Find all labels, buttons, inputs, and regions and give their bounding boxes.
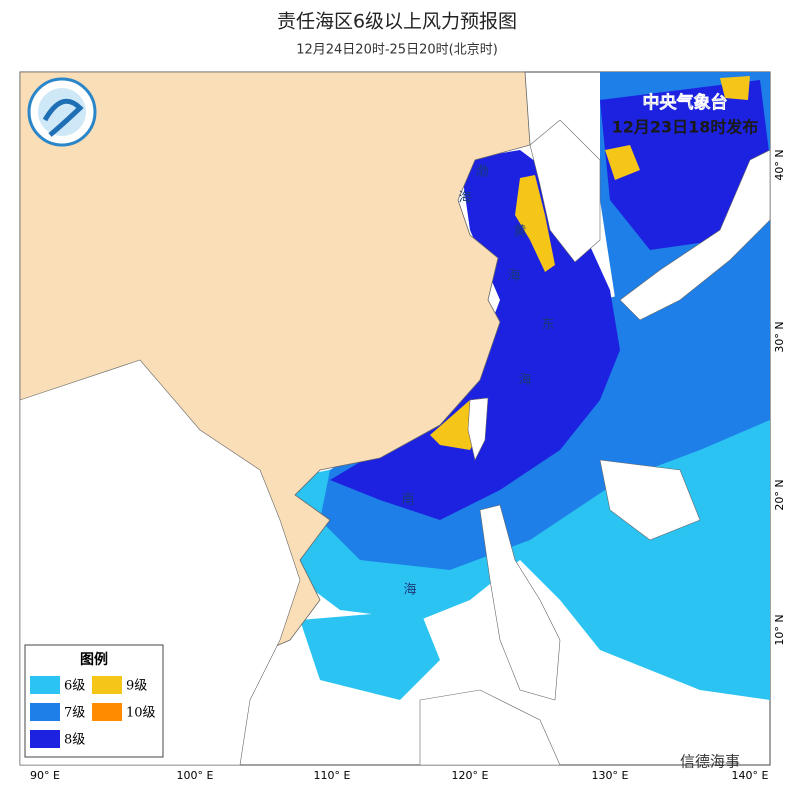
legend-swatch — [92, 703, 122, 721]
longitude-label: 110° E — [314, 769, 351, 782]
legend-label: 8级 — [64, 733, 85, 748]
longitude-label: 100° E — [177, 769, 214, 782]
title: 责任海区6级以上风力预报图 — [277, 11, 517, 33]
legend-swatch — [30, 730, 60, 748]
legend-label: 10级 — [126, 706, 156, 721]
latitude-label: 30° N — [773, 321, 786, 352]
legend-label: 9级 — [126, 679, 147, 694]
sea-name: 黄 — [513, 225, 526, 240]
legend-swatch — [92, 676, 122, 694]
logo — [27, 77, 97, 147]
longitude-label: 140° E — [732, 769, 769, 782]
legend-title: 图例 — [80, 651, 108, 668]
latitude-label: 20° N — [773, 479, 786, 510]
map-frame — [19, 71, 771, 766]
sea-name: 海 — [518, 373, 531, 388]
legend-swatch — [30, 703, 60, 721]
longitude-label: 120° E — [452, 769, 489, 782]
sea-name: 渤 — [475, 164, 488, 180]
watermark: 信德海事 — [680, 753, 740, 771]
sea-name: 海 — [403, 583, 416, 598]
subtitle: 12月24日20时-25日20时(北京时) — [296, 43, 498, 58]
latitude-label: 10° N — [773, 614, 786, 645]
legend-label: 7级 — [64, 706, 85, 721]
legend-label: 6级 — [64, 679, 85, 694]
issuer-name: 中央气象台 — [643, 92, 728, 113]
latitude-label: 40° N — [773, 149, 786, 180]
sea-name: 南 — [401, 492, 414, 508]
sea-name: 东 — [541, 318, 554, 333]
longitude-label: 130° E — [592, 769, 629, 782]
issue-time: 12月23日18时发布 — [612, 118, 759, 137]
sea-name: 海 — [507, 269, 520, 284]
legend: 图例 6级 9级 7级 10级 8级 — [24, 644, 164, 758]
sea-name: 海 — [458, 191, 471, 206]
longitude-label: 90° E — [30, 769, 60, 782]
legend-swatch — [30, 676, 60, 694]
